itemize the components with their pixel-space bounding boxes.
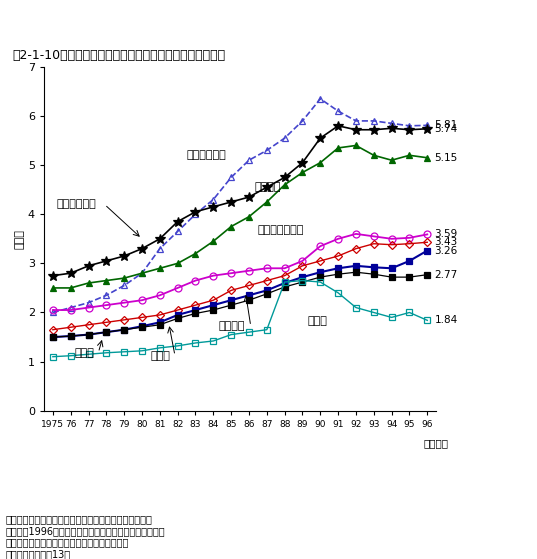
Text: 5.15: 5.15: [434, 153, 458, 163]
Text: 注）１．会社のみの値で，特殊法人は含まれていない。
　　２．1996年度はソフトウェア業を除いた値である。
資料：総務庁統計局「科学技術研究調査報告」
（参照：: 注）１．会社のみの値で，特殊法人は含まれていない。 ２．1996年度はソフトウェ…: [5, 514, 165, 559]
Text: 5.81: 5.81: [434, 120, 458, 130]
Text: 3.26: 3.26: [434, 245, 458, 255]
Text: 機械工業: 機械工業: [219, 321, 245, 331]
Text: 5.74: 5.74: [434, 124, 458, 134]
Text: 第2-1-10図　主な業種における研究費の対売上高比の推移: 第2-1-10図 主な業種における研究費の対売上高比の推移: [12, 49, 226, 61]
Text: 製造業: 製造業: [74, 348, 94, 358]
Text: 1.84: 1.84: [434, 315, 458, 325]
Text: 化学工業: 化学工業: [255, 182, 281, 192]
Text: 輸送用機械工業: 輸送用機械工業: [258, 225, 304, 235]
Text: 3.59: 3.59: [434, 229, 458, 239]
Text: 全産業: 全産業: [151, 350, 171, 361]
Text: （年度）: （年度）: [424, 438, 449, 448]
Text: 精密機械工業: 精密機械工業: [56, 200, 96, 210]
Text: 鉄鋼業: 鉄鋼業: [308, 316, 328, 326]
Text: 電気機械工業: 電気機械工業: [186, 150, 226, 160]
Text: 3.43: 3.43: [434, 237, 458, 247]
Y-axis label: （％）: （％）: [15, 229, 25, 249]
Text: 2.77: 2.77: [434, 269, 458, 280]
